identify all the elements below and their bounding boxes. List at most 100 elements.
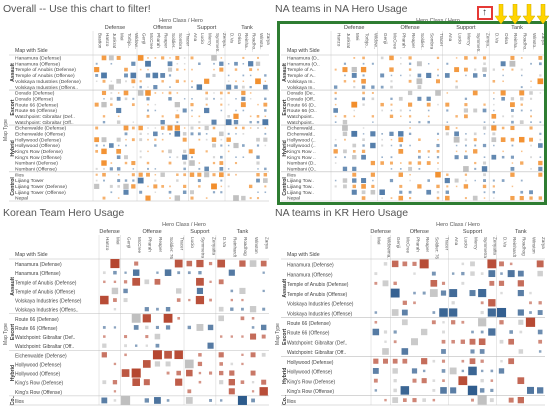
usage-mark[interactable] [146,109,150,112]
usage-mark[interactable] [212,161,216,165]
usage-mark[interactable] [352,143,357,148]
usage-mark[interactable] [525,317,536,327]
usage-mark[interactable] [249,74,252,77]
usage-mark[interactable] [461,262,465,266]
usage-mark[interactable] [343,184,347,189]
usage-mark[interactable] [101,137,107,143]
usage-mark[interactable] [483,62,486,66]
usage-mark[interactable] [427,63,430,65]
usage-mark[interactable] [131,61,136,66]
usage-mark[interactable] [401,309,408,316]
map-row-label[interactable]: Volskaya Industries (Offense) [287,311,353,317]
usage-mark[interactable] [108,84,114,90]
usage-mark[interactable] [169,197,171,199]
usage-mark[interactable] [353,86,356,89]
usage-mark[interactable] [226,84,232,90]
usage-mark[interactable] [373,358,379,364]
usage-mark[interactable] [389,67,394,72]
group-label-escort[interactable]: Escort [10,99,16,115]
map-row-label[interactable]: Hanamura (Defense) [15,262,62,268]
usage-mark[interactable] [435,79,441,84]
usage-mark[interactable] [446,185,449,188]
usage-mark[interactable] [121,395,131,405]
map-row-label[interactable]: Lijiang Tower [15,178,44,184]
usage-mark[interactable] [493,144,495,147]
map-row-label[interactable]: Hollywood (Offense) [287,370,333,376]
usage-mark[interactable] [519,120,524,125]
usage-mark[interactable] [117,197,120,199]
usage-mark[interactable] [371,62,374,65]
usage-mark[interactable] [256,161,260,165]
usage-mark[interactable] [198,167,201,170]
usage-mark[interactable] [242,62,245,65]
usage-mark[interactable] [461,359,465,363]
usage-mark[interactable] [399,144,402,147]
map-row-label[interactable]: Volskaya In.. [287,79,315,85]
usage-mark[interactable] [101,352,107,358]
usage-mark[interactable] [138,125,143,131]
usage-mark[interactable] [95,144,98,147]
usage-mark[interactable] [142,360,151,368]
usage-mark[interactable] [264,127,267,129]
usage-mark[interactable] [242,56,245,59]
hero-label[interactable]: Mercy [467,33,472,46]
usage-mark[interactable] [189,160,195,166]
usage-mark[interactable] [478,289,487,298]
usage-mark[interactable] [455,150,458,153]
usage-mark[interactable] [235,173,237,176]
usage-mark[interactable] [372,179,374,182]
usage-mark[interactable] [530,62,532,65]
usage-mark[interactable] [473,56,477,60]
usage-mark[interactable] [361,184,366,189]
usage-mark[interactable] [441,349,446,354]
hero-label[interactable]: D.Va [502,237,507,247]
usage-mark[interactable] [480,369,484,373]
usage-mark[interactable] [138,172,143,177]
usage-mark[interactable] [408,79,412,83]
usage-mark[interactable] [183,68,186,71]
usage-mark[interactable] [154,397,161,404]
usage-mark[interactable] [362,91,365,95]
usage-mark[interactable] [437,74,439,77]
usage-mark[interactable] [361,178,367,184]
usage-mark[interactable] [383,358,388,364]
usage-mark[interactable] [402,261,408,267]
hero-label[interactable]: McCree [149,33,154,50]
usage-mark[interactable] [112,380,118,385]
usage-mark[interactable] [227,103,230,106]
usage-mark[interactable] [257,191,259,193]
hero-label[interactable]: Soldier.. [420,33,425,50]
usage-mark[interactable] [219,380,224,385]
usage-mark[interactable] [538,339,543,344]
usage-mark[interactable] [383,262,388,266]
class-label-tank[interactable]: Tank [237,229,249,235]
usage-mark[interactable] [391,260,399,268]
usage-mark[interactable] [427,150,430,153]
usage-mark[interactable] [402,300,407,305]
usage-mark[interactable] [152,72,159,79]
usage-mark[interactable] [427,179,430,182]
group-label-assault[interactable]: Assault [10,63,16,82]
usage-mark[interactable] [139,190,143,194]
usage-mark[interactable] [139,150,142,153]
usage-mark[interactable] [351,66,357,73]
group-label-control[interactable]: Control [10,177,16,196]
usage-mark[interactable] [411,338,418,346]
usage-mark[interactable] [229,370,235,376]
usage-mark[interactable] [235,156,237,158]
usage-mark[interactable] [409,179,411,182]
usage-mark[interactable] [174,131,181,137]
usage-mark[interactable] [426,161,431,165]
usage-mark[interactable] [123,90,129,96]
map-row-label[interactable]: Hollywood (Offense) [15,143,60,149]
usage-mark[interactable] [399,109,402,112]
hero-label[interactable]: Orisa [504,33,509,44]
usage-mark[interactable] [182,132,187,136]
map-row-label[interactable]: Volskaya Industries (Defense) [15,299,82,305]
usage-mark[interactable] [94,102,99,107]
usage-mark[interactable] [147,57,149,59]
usage-mark[interactable] [228,269,235,276]
usage-mark[interactable] [103,144,105,147]
usage-mark[interactable] [176,121,179,124]
usage-mark[interactable] [123,280,128,284]
